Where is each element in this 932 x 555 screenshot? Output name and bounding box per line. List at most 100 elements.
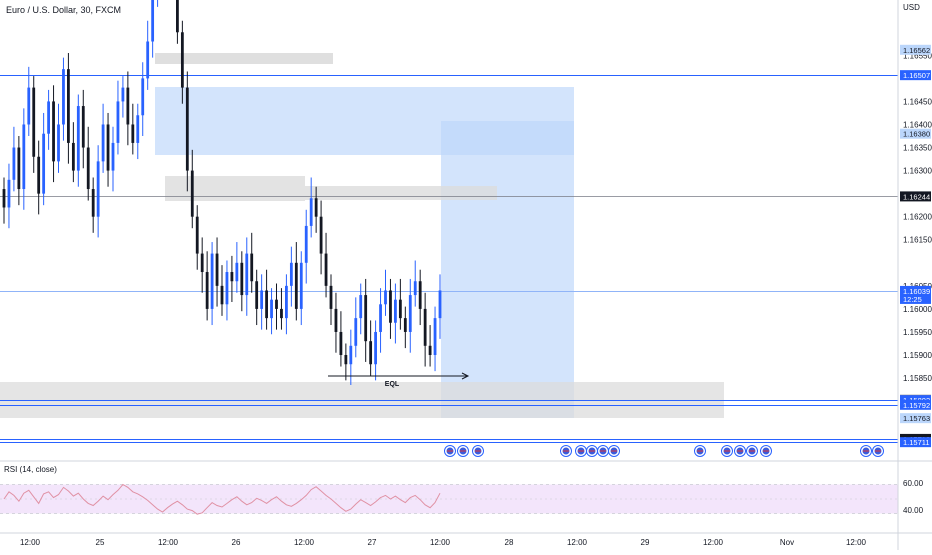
candle-body — [344, 355, 348, 365]
candle-body — [190, 170, 194, 217]
candle-body — [52, 101, 55, 162]
candle-body — [205, 272, 209, 309]
candle — [359, 283, 363, 335]
candle-body — [384, 290, 387, 305]
candle-body — [260, 290, 264, 309]
price-tag-label: 1.16039 — [903, 287, 930, 296]
candles-layer — [2, 0, 442, 385]
candle — [220, 265, 224, 316]
candle — [408, 278, 412, 353]
candle-body — [17, 147, 21, 190]
price-tick-label: 1.16550 — [903, 51, 932, 60]
economic-event-flag-icon — [721, 445, 733, 457]
candle — [205, 251, 209, 321]
candle-body — [359, 295, 363, 319]
eql-label: EQL — [385, 381, 400, 388]
candle-body — [403, 318, 407, 332]
candle-body — [379, 304, 382, 332]
time-tick-label: 12:00 — [703, 538, 724, 547]
candle-body — [121, 87, 125, 102]
candle-body — [369, 341, 373, 365]
symbol-title[interactable]: Euro / U.S. Dollar, 30, FXCM — [4, 4, 124, 16]
candle — [418, 269, 422, 326]
candle — [389, 278, 392, 339]
price-tag-bg — [900, 413, 931, 424]
price-tag-bg — [900, 285, 931, 304]
candle — [374, 320, 377, 381]
candle — [180, 20, 184, 104]
time-tick-label: 26 — [232, 538, 241, 547]
economic-event-flag-icon — [444, 445, 456, 457]
candle-body — [32, 87, 36, 157]
candle — [111, 126, 115, 192]
candle — [62, 57, 65, 141]
horizontal-lines-layer — [0, 75, 898, 443]
candle-body — [106, 124, 110, 171]
candle-body — [215, 253, 219, 286]
price-tag: 1.15763 — [900, 413, 931, 424]
candle-body — [131, 124, 135, 143]
price-tick-label: 1.16150 — [903, 236, 932, 245]
candle — [398, 278, 402, 330]
candle-body — [210, 253, 214, 309]
candle-body — [42, 133, 46, 194]
candle — [235, 242, 239, 293]
candle — [185, 71, 189, 192]
price-tick-label: 1.15900 — [903, 351, 932, 360]
candle — [81, 89, 85, 169]
candle-body — [185, 87, 189, 171]
price-tag-label: 1.16507 — [903, 71, 930, 80]
candle — [309, 177, 313, 238]
candle-body — [433, 318, 437, 356]
candle — [7, 163, 11, 229]
candle — [270, 288, 273, 335]
currency-label[interactable]: USD — [903, 3, 920, 12]
candle — [101, 103, 105, 173]
eql-arrow-icon — [461, 372, 470, 380]
candle-body — [96, 161, 100, 217]
candle — [280, 288, 283, 330]
price-tag-bg — [900, 44, 931, 55]
candle — [379, 288, 382, 353]
candle-body — [339, 331, 343, 356]
candle-body — [126, 87, 130, 125]
candle — [260, 274, 264, 330]
candle — [151, 0, 155, 58]
candle-body — [67, 69, 70, 143]
rsi-title[interactable]: RSI (14, close) — [4, 465, 57, 474]
candle-body — [111, 142, 115, 171]
candle — [136, 103, 140, 160]
candle-body — [91, 189, 95, 217]
candle-body — [438, 290, 442, 319]
candle — [265, 269, 268, 330]
candle — [2, 177, 6, 224]
candle-body — [314, 198, 318, 217]
candle-body — [398, 299, 402, 319]
rsi-band — [0, 484, 898, 514]
candle — [275, 283, 278, 330]
candle-body — [309, 198, 313, 226]
candle-body — [230, 272, 234, 282]
candle-body — [265, 290, 268, 319]
supply-zone-rect — [155, 53, 333, 64]
candle — [230, 255, 234, 302]
candle-body — [270, 299, 273, 319]
economic-event-flag-icon — [872, 445, 884, 457]
candle-body — [220, 285, 224, 305]
candle — [215, 237, 219, 307]
price-tag-label: 1.15763 — [903, 414, 930, 423]
candle-body — [200, 253, 204, 273]
candle-body — [2, 189, 6, 208]
candle — [71, 122, 75, 183]
price-tag-label: 1.16380 — [903, 130, 930, 139]
economic-event-flag-icon — [586, 445, 598, 457]
candle-body — [250, 253, 254, 282]
rsi-layer: 60.00 40.00 — [0, 479, 924, 515]
economic-event-flag-icon — [597, 445, 609, 457]
candle — [67, 53, 70, 164]
candle — [17, 136, 21, 206]
time-tick-label: 12:00 — [20, 538, 41, 547]
candle — [106, 112, 110, 187]
